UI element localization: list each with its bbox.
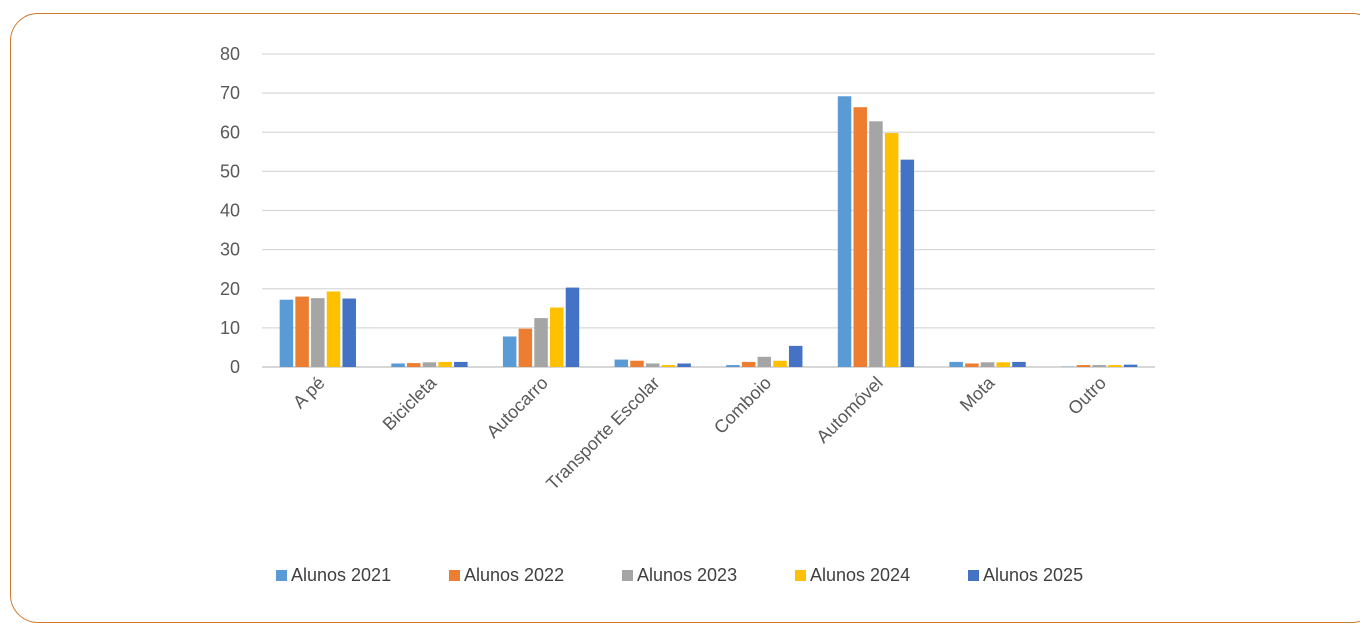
bar — [965, 363, 979, 367]
bar — [901, 160, 915, 367]
gridlines — [262, 54, 1155, 367]
bar — [869, 121, 883, 367]
bar — [726, 365, 740, 367]
y-tick-label: 0 — [230, 357, 240, 377]
y-tick-label: 60 — [220, 122, 240, 142]
bar — [630, 361, 644, 367]
bar — [342, 299, 356, 367]
bar-chart: 0 10 20 30 40 50 60 70 80 A pé Bicicleta Autocarro… — [0, 0, 1360, 607]
bar — [949, 362, 963, 367]
legend-label: Alunos 2022 — [464, 565, 564, 585]
legend-swatch — [968, 570, 979, 581]
legend-label: Alunos 2025 — [983, 565, 1083, 585]
y-tick-label: 30 — [220, 240, 240, 260]
bar — [662, 365, 676, 367]
bar — [773, 361, 787, 367]
x-category-label: Bicicleta — [379, 372, 441, 434]
bar — [280, 300, 294, 367]
bar — [454, 362, 468, 367]
x-category-label: Transporte Escolar — [542, 373, 663, 494]
bar — [519, 329, 533, 367]
bar — [311, 298, 325, 367]
bar — [1124, 365, 1138, 367]
bar — [838, 96, 852, 367]
legend-label: Alunos 2024 — [810, 565, 910, 585]
y-axis-ticks: 0 10 20 30 40 50 60 70 80 — [220, 44, 240, 377]
y-tick-label: 50 — [220, 161, 240, 181]
legend-label: Alunos 2023 — [637, 565, 737, 585]
bar — [853, 107, 867, 367]
bars — [280, 96, 1138, 367]
legend-swatch — [622, 570, 633, 581]
y-tick-label: 40 — [220, 201, 240, 221]
bar — [646, 363, 660, 367]
legend-swatch — [449, 570, 460, 581]
x-category-label: A pé — [289, 373, 329, 413]
bar — [1108, 365, 1122, 367]
legend-swatch — [276, 570, 287, 581]
y-tick-label: 70 — [220, 83, 240, 103]
bar — [615, 360, 629, 367]
bar — [423, 362, 437, 367]
bar — [327, 291, 341, 367]
x-category-label: Automóvel — [812, 373, 886, 447]
bar — [981, 362, 995, 367]
bar — [391, 363, 405, 367]
bar — [550, 308, 564, 367]
y-tick-label: 20 — [220, 279, 240, 299]
legend: Alunos 2021 Alunos 2022 Alunos 2023 Alunos … — [276, 565, 1083, 585]
bar — [677, 363, 691, 367]
x-category-label: Comboio — [710, 373, 775, 438]
bar — [1077, 365, 1091, 367]
bar — [758, 357, 772, 367]
bar — [407, 363, 421, 367]
bar — [566, 288, 580, 367]
y-tick-label: 80 — [220, 44, 240, 64]
bar — [997, 362, 1011, 367]
bar — [503, 336, 516, 367]
y-tick-label: 10 — [220, 318, 240, 338]
legend-label: Alunos 2021 — [291, 565, 391, 585]
bar — [789, 346, 803, 367]
bar — [438, 362, 452, 367]
x-category-label: Mota — [956, 372, 999, 415]
x-category-label: Autocarro — [483, 373, 552, 442]
legend-swatch — [795, 570, 806, 581]
x-category-label: Outro — [1064, 373, 1110, 419]
bar — [885, 133, 899, 367]
bar — [1092, 365, 1106, 367]
bar — [295, 297, 309, 367]
bar — [534, 318, 548, 367]
bar — [1012, 362, 1026, 367]
bar — [742, 362, 756, 367]
